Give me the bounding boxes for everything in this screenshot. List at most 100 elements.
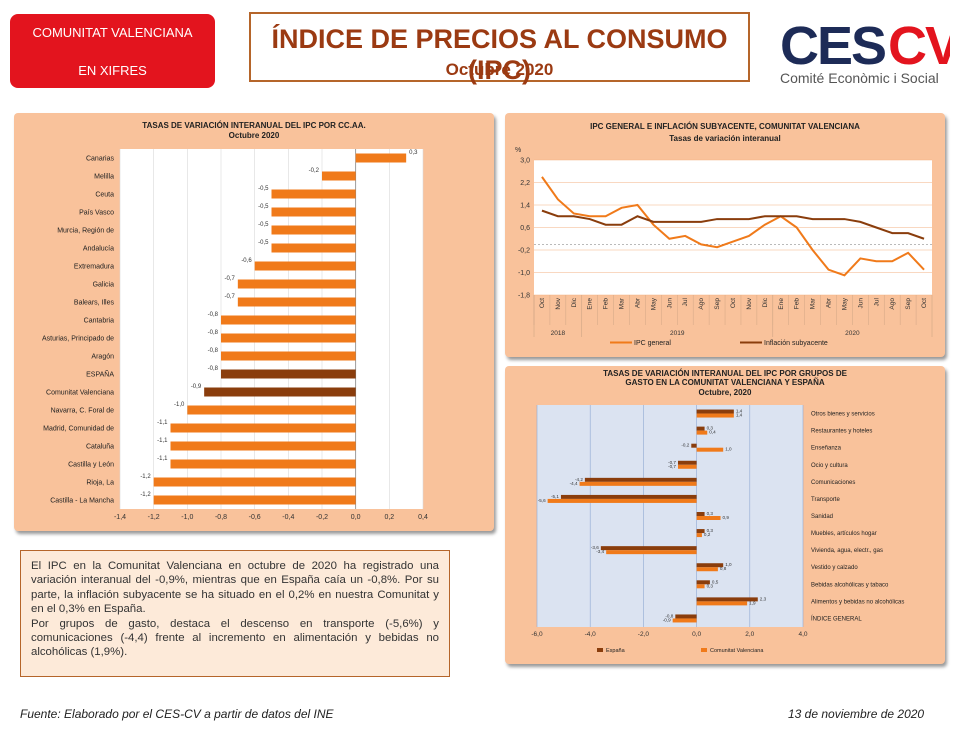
grupos-plot-area xyxy=(537,405,803,627)
ccaa-bar xyxy=(237,297,356,307)
ccaa-value-label: -0,8 xyxy=(208,348,219,354)
ccaa-value-label: -1,1 xyxy=(157,438,168,444)
ipc-month-label: Feb xyxy=(794,298,801,310)
grupos-x-tick-label: 0,0 xyxy=(692,631,701,638)
ccaa-x-tick-label: 0,0 xyxy=(351,514,361,521)
grupos-category-label: Alimentos y bebidas no alcohólicas xyxy=(811,599,904,605)
ipc-month-label: Jul xyxy=(682,297,689,306)
ccaa-category-label: Castilla - La Mancha xyxy=(50,498,114,505)
ccaa-bar xyxy=(221,315,356,325)
summary-text-box: El IPC en la Comunitat Valenciana en oct… xyxy=(20,550,450,677)
region-subtitle: EN XIFRES xyxy=(78,63,147,78)
ccaa-category-label: Extremadura xyxy=(74,264,114,271)
ccaa-category-label: Aragón xyxy=(91,354,114,361)
grupos-bar xyxy=(696,516,721,520)
ccaa-bar xyxy=(153,495,356,505)
footer-date: 13 de noviembre de 2020 xyxy=(788,707,925,721)
ipc-y-tick-label: 1,4 xyxy=(520,203,530,210)
ccaa-category-label: Navarra, C. Foral de xyxy=(51,408,115,415)
ccaa-value-label: -0,6 xyxy=(241,258,252,264)
ipc-month-label: May xyxy=(650,297,657,310)
page-subtitle: Octubre 2020 xyxy=(445,60,554,79)
grupos-category-label: Sanidad xyxy=(811,514,833,520)
grupos-value-label: -3,6 xyxy=(591,545,599,550)
ipc-month-label: Nov xyxy=(746,297,753,309)
grupos-category-label: Transporte xyxy=(811,497,840,503)
ipc-month-label: Sep xyxy=(905,298,912,310)
grupos-bar xyxy=(696,430,708,435)
grupos-bar xyxy=(696,601,748,606)
ipc-month-label: Abr xyxy=(826,297,833,308)
grupos-value-label: -4,4 xyxy=(570,481,578,486)
ccaa-category-label: Canarias xyxy=(86,156,115,163)
ccaa-value-label: -0,5 xyxy=(258,240,269,246)
summary-paragraph-1: El IPC en la Comunitat Valenciana en oct… xyxy=(31,560,439,616)
ipc-month-label: Ene xyxy=(587,298,594,310)
grupos-bar xyxy=(675,614,697,619)
ipc-year-label: 2019 xyxy=(670,330,685,337)
grupos-bar xyxy=(672,618,697,623)
grupos-value-label: -3,4 xyxy=(596,549,604,554)
ccaa-chart-panel: TASAS DE VARIACIÓN INTERANUAL DEL IPC PO… xyxy=(14,113,494,531)
ipc-y-tick-label: -0,2 xyxy=(518,248,530,255)
ccaa-category-label: Asturias, Principado de xyxy=(42,336,114,343)
ccaa-bar xyxy=(271,225,356,235)
ccaa-bar xyxy=(237,279,356,289)
grupos-bar xyxy=(696,533,702,538)
ccaa-category-label: País Vasco xyxy=(79,210,114,217)
ccaa-x-tick-label: -1,2 xyxy=(148,514,160,521)
grupos-bar xyxy=(606,550,697,555)
ccaa-x-tick-label: 0,2 xyxy=(384,514,394,521)
ccaa-x-tick-label: 0,4 xyxy=(418,514,428,521)
grupos-category-label: Restaurantes y hoteles xyxy=(811,429,872,435)
grupos-bar xyxy=(696,584,705,589)
grupos-chart-panel: TASAS DE VARIACIÓN INTERANUAL DEL IPC PO… xyxy=(505,366,945,664)
ipc-month-label: Nov xyxy=(555,297,562,309)
ccaa-category-label: Melilla xyxy=(94,174,114,181)
grupos-x-tick-label: 2,0 xyxy=(745,631,754,638)
grupos-value-label: -0,2 xyxy=(681,443,689,448)
ccaa-value-label: -1,1 xyxy=(157,420,168,426)
ccaa-value-label: -0,7 xyxy=(224,276,235,282)
ccaa-bar xyxy=(271,189,356,199)
grupos-bar xyxy=(696,413,734,418)
ccaa-category-label: Castilla y León xyxy=(68,462,114,469)
ccaa-value-label: -1,1 xyxy=(157,456,168,462)
ccaa-plot-area xyxy=(120,149,423,509)
ccaa-bar xyxy=(153,477,356,487)
ccaa-category-label: Galicia xyxy=(93,282,115,289)
ccaa-bar-chart: -1,4 -1,2 -1,0 -0,8 -0,6 -0,4 -0,2 0,0 0,2 0,4 Can… xyxy=(42,149,428,521)
grupos-chart-subtitle: Octubre, 2020 xyxy=(698,388,752,397)
ipc-month-label: Feb xyxy=(603,298,610,310)
ccaa-bar xyxy=(170,441,356,451)
grupos-value-label: 0,4 xyxy=(709,430,716,435)
ipc-y-axis-label: % xyxy=(515,147,521,154)
ipc-month-label: Dic xyxy=(571,297,578,307)
ccaa-x-tick-label: -0,2 xyxy=(316,514,328,521)
ccaa-chart-subtitle: Octubre 2020 xyxy=(228,131,280,140)
ccaa-category-label: ESPAÑA xyxy=(86,370,114,379)
grupos-value-label: -0,9 xyxy=(663,617,671,622)
ipc-year-label: 2020 xyxy=(845,330,860,337)
grupos-value-label: 1,0 xyxy=(725,562,732,567)
grupos-bar xyxy=(691,443,697,448)
ccaa-bar xyxy=(322,171,356,181)
grupos-category-label: Ocio y cultura xyxy=(811,463,848,469)
grupos-category-label: Enseñanza xyxy=(811,446,842,452)
footer-source: Fuente: Elaborado por el CES-CV a partir… xyxy=(20,707,334,721)
grupos-value-label: 0,2 xyxy=(704,532,711,537)
grupos-bar xyxy=(560,494,697,499)
grupos-value-label: 1,4 xyxy=(736,413,743,418)
ipc-series-line xyxy=(541,176,925,277)
grupos-value-label: 0,3 xyxy=(707,511,714,516)
ipc-month-label: May xyxy=(841,297,848,310)
grupos-value-label: 0,3 xyxy=(707,528,714,533)
grupos-bar xyxy=(677,460,697,465)
ipc-y-tick-label: 2,2 xyxy=(520,180,530,187)
ccaa-value-label: -0,7 xyxy=(224,294,235,300)
ccaa-bar xyxy=(170,423,356,433)
grupos-value-label: 0,3 xyxy=(707,583,714,588)
ccaa-value-label: -0,8 xyxy=(208,330,219,336)
ccaa-category-label: Cataluña xyxy=(86,444,114,451)
ccaa-x-tick-label: -0,6 xyxy=(249,514,261,521)
